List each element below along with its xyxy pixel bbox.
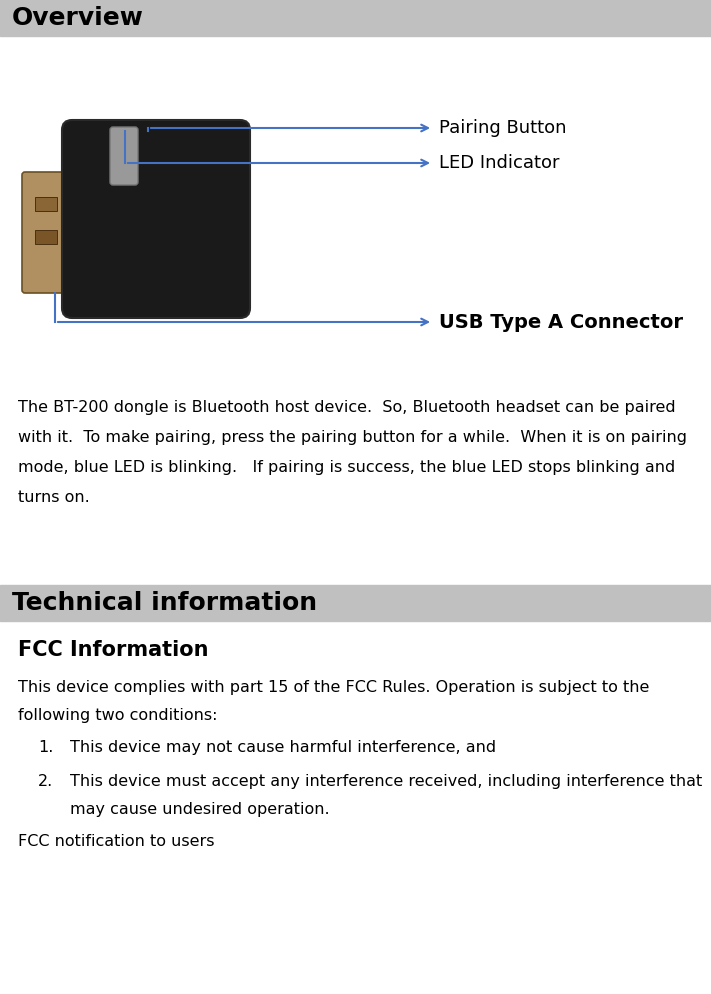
Bar xyxy=(0,0,711,36)
Text: may cause undesired operation.: may cause undesired operation. xyxy=(70,802,330,817)
Text: This device may not cause harmful interference, and: This device may not cause harmful interf… xyxy=(70,740,496,755)
Text: This device must accept any interference received, including interference that: This device must accept any interference… xyxy=(70,774,702,789)
FancyBboxPatch shape xyxy=(62,120,250,318)
Text: following two conditions:: following two conditions: xyxy=(18,708,218,723)
Text: The BT-200 dongle is Bluetooth host device.  So, Bluetooth headset can be paired: The BT-200 dongle is Bluetooth host devi… xyxy=(18,400,675,415)
Text: This device complies with part 15 of the FCC Rules. Operation is subject to the: This device complies with part 15 of the… xyxy=(18,680,649,695)
Text: mode, blue LED is blinking.   If pairing is success, the blue LED stops blinking: mode, blue LED is blinking. If pairing i… xyxy=(18,460,675,475)
Text: 2.: 2. xyxy=(38,774,53,789)
Text: Technical information: Technical information xyxy=(12,591,317,615)
Text: FCC Information: FCC Information xyxy=(18,640,208,660)
Text: Pairing Button: Pairing Button xyxy=(439,119,567,137)
Text: Overview: Overview xyxy=(12,6,144,30)
Text: with it.  To make pairing, press the pairing button for a while.  When it is on : with it. To make pairing, press the pair… xyxy=(18,430,687,445)
FancyBboxPatch shape xyxy=(22,172,90,293)
Text: LED Indicator: LED Indicator xyxy=(439,154,560,172)
Text: 1.: 1. xyxy=(38,740,53,755)
Text: USB Type A Connector: USB Type A Connector xyxy=(439,312,683,332)
Text: FCC notification to users: FCC notification to users xyxy=(18,834,215,849)
Text: turns on.: turns on. xyxy=(18,490,90,505)
FancyBboxPatch shape xyxy=(110,127,138,185)
Bar xyxy=(0,585,711,621)
Bar xyxy=(35,197,57,211)
Bar xyxy=(35,230,57,244)
